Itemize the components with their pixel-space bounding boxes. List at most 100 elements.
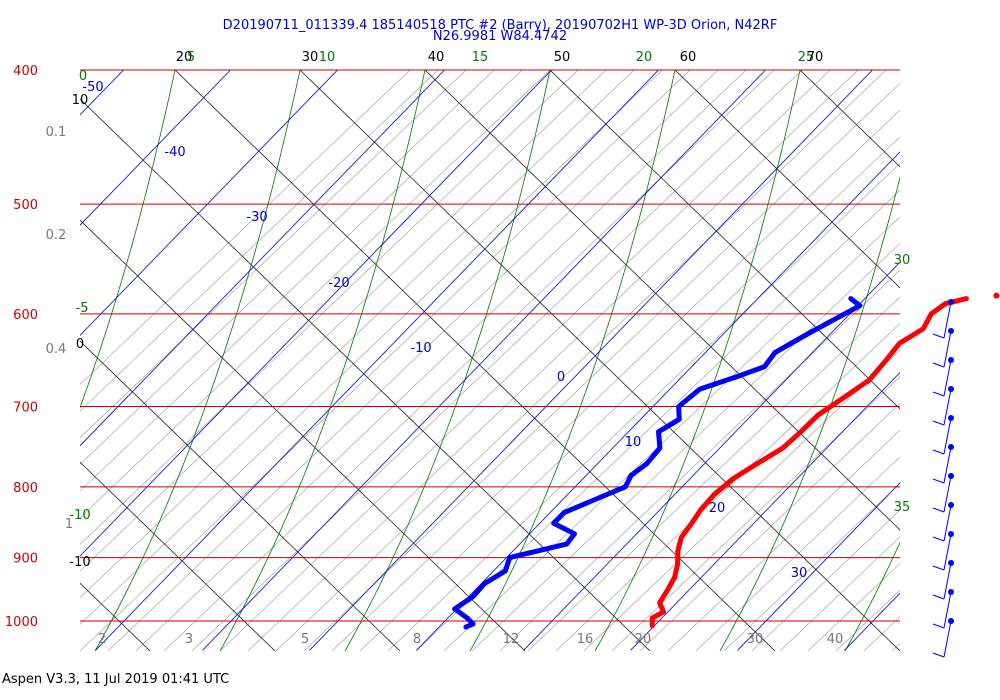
- dry-adiabat-line: [299, 70, 900, 651]
- mixing-ratio-line: [219, 70, 831, 651]
- moist-adiabat-line: [594, 70, 801, 651]
- wind-barb-flag: [932, 362, 945, 368]
- chart-title-line-1: D20190711_011339.4 185140518 PTC #2 (Bar…: [222, 18, 778, 33]
- isotherm-label: 10: [625, 435, 642, 450]
- isotherm-line: [202, 70, 767, 651]
- mixing-ratio-line: [583, 349, 900, 651]
- mixing-ratio-line: [80, 70, 635, 599]
- pressure-label: 500: [13, 198, 38, 213]
- mixing-ratio-line: [976, 70, 1000, 651]
- isotherm-line: [80, 70, 446, 447]
- pressure-label: 600: [13, 308, 38, 323]
- moist-adiabat-line: [219, 70, 426, 651]
- isotherm-line: [80, 70, 232, 226]
- wind-barb-staff: [943, 417, 952, 455]
- mixing-ratio-line: [920, 70, 1000, 651]
- mixing-ratio-line: [80, 70, 495, 465]
- top-axis-label: 50: [554, 50, 571, 65]
- top-axis-label: 40: [428, 50, 445, 65]
- mixing-ratio-line: [499, 269, 900, 651]
- temperature-trace: [649, 296, 969, 629]
- mixing-ratio-line: [695, 456, 900, 651]
- mixing-ratio-line: [611, 376, 900, 651]
- isotherm-line: [80, 70, 553, 557]
- mixing-ratio-line: [443, 216, 900, 651]
- moist-adiabat-label: 0: [79, 69, 87, 84]
- mixing-ratio-line: [415, 189, 900, 651]
- mixing-ratio-label: 2: [98, 632, 106, 647]
- pressure-label: 1000: [5, 615, 38, 630]
- isotherm-line: [309, 70, 874, 651]
- mixing-ratio-side-label: 0.2: [46, 228, 67, 243]
- mixing-ratio-label: 8: [413, 632, 421, 647]
- axis-labels: 205 30 10 40 15 50 20 60 2570-50-40-30-20-100102…: [46, 50, 911, 647]
- moist-adiabat-line: [844, 541, 900, 651]
- wind-barb-staff: [943, 330, 952, 368]
- isotherm-line: [952, 55, 1000, 651]
- isotherms: [80, 55, 1000, 651]
- isotherm-line: [523, 261, 900, 651]
- wind-barb-flag: [932, 565, 945, 571]
- wind-barb-flag: [932, 333, 945, 339]
- temperature-top-point: [993, 292, 1000, 299]
- dry-adiabat-line: [549, 70, 900, 410]
- mixing-ratio-line: [80, 70, 523, 492]
- mixing-ratio-line: [80, 70, 551, 519]
- sounding-profiles: [452, 292, 1000, 630]
- mixing-ratio-line: [359, 136, 900, 651]
- moist-adiabat-label: -10: [69, 508, 90, 523]
- moist-adiabats: [80, 70, 1000, 651]
- mixing-ratio-side-label: 0.1: [46, 125, 67, 140]
- mixing-ratio-line: [527, 296, 900, 651]
- wind-barb-flag: [932, 652, 945, 658]
- dry-adiabats: [80, 70, 1000, 651]
- moist-adiabat-label: 30: [894, 253, 911, 268]
- mixing-ratio-line: [247, 70, 859, 651]
- wind-barb-flag: [932, 536, 945, 542]
- moist-adiabat-line: [970, 70, 1000, 651]
- top-axis-label: 5: [187, 50, 195, 65]
- mixing-ratio-label: 40: [827, 632, 844, 647]
- wind-barb-staff: [943, 359, 952, 397]
- mixing-ratio-line: [751, 509, 900, 651]
- mixing-ratio-line: [80, 70, 411, 385]
- mixing-ratio-label: 20: [635, 632, 652, 647]
- moist-adiabat-line: [469, 70, 676, 651]
- wind-barb-staff: [943, 475, 952, 513]
- wind-barb-staff: [943, 388, 952, 426]
- mixing-ratio-line: [163, 70, 775, 651]
- dry-adiabat-line: [174, 70, 776, 651]
- wind-barb-staff: [943, 591, 952, 629]
- wind-barb-flag: [932, 478, 945, 484]
- mixing-ratio-line: [331, 109, 900, 651]
- mixing-ratio-line: [387, 162, 900, 651]
- mixing-ratio-line: [948, 70, 1000, 651]
- dry-adiabat-line: [80, 340, 401, 651]
- isotherm-label: -20: [328, 276, 349, 291]
- isotherm-line: [95, 70, 660, 651]
- wind-barb-staff: [943, 504, 952, 542]
- isotherm-label: -50: [82, 80, 103, 95]
- moist-adiabat-line: [80, 70, 176, 409]
- mixing-ratio-line: [779, 536, 900, 651]
- dry-adiabat-line: [925, 70, 1000, 651]
- mixing-ratio-line: [807, 562, 900, 651]
- top-axis-label: 20: [176, 50, 193, 65]
- dry-adiabat-line: [424, 70, 900, 531]
- wind-barb-flag: [932, 507, 945, 513]
- top-axis-label: 15: [472, 50, 489, 65]
- moist-adiabat-line: [344, 70, 551, 651]
- wind-barb-flag: [932, 594, 945, 600]
- mixing-ratio-line: [639, 402, 900, 651]
- isotherm-label: -10: [410, 341, 431, 356]
- mixing-ratio-line: [723, 482, 900, 651]
- mixing-ratio-line: [135, 70, 747, 651]
- mixing-ratio-line: [891, 642, 900, 651]
- isotherm-line: [630, 371, 900, 651]
- dry-adiabat-label: -10: [69, 555, 90, 570]
- mixing-ratio-line: [80, 70, 579, 545]
- mixing-ratio-line: [555, 322, 900, 651]
- wind-barbs: [932, 299, 954, 658]
- top-axis-label: 70: [807, 50, 824, 65]
